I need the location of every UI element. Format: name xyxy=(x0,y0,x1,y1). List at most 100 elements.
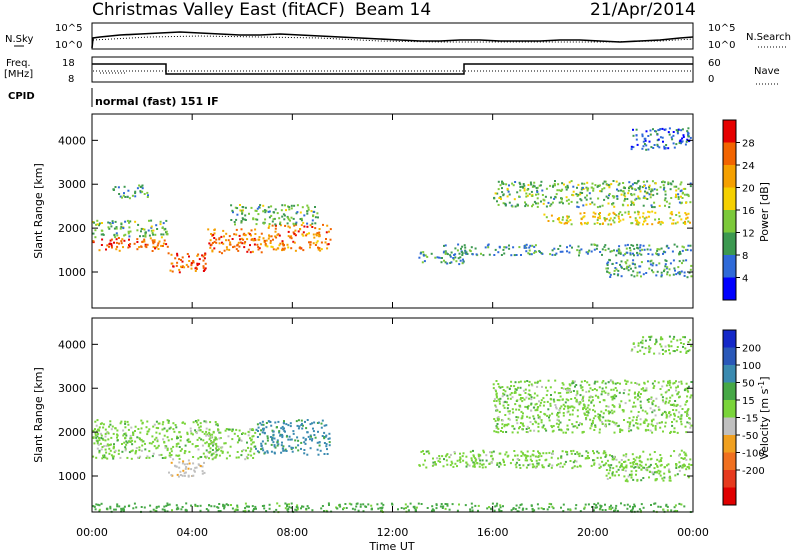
scatter-cell xyxy=(201,444,204,447)
scatter-cell xyxy=(195,268,198,270)
scatter-cell xyxy=(586,194,588,197)
scatter-cell xyxy=(646,469,649,472)
scatter-cell xyxy=(668,471,671,474)
scatter-cell xyxy=(124,426,127,429)
scatter-cell xyxy=(309,434,312,437)
scatter-cell xyxy=(446,504,449,507)
scatter-cell xyxy=(579,422,581,425)
scatter-cell xyxy=(514,403,517,406)
scatter-cell xyxy=(606,264,609,266)
scatter-cell xyxy=(498,245,501,248)
scatter-cell xyxy=(504,453,507,456)
scatter-cell xyxy=(613,273,616,276)
scatter-cell xyxy=(576,400,578,403)
scatter-cell xyxy=(632,252,634,255)
scatter-cell xyxy=(252,217,255,220)
scatter-cell xyxy=(656,188,659,191)
scatter-cell xyxy=(273,217,276,220)
scatter-cell xyxy=(530,398,533,401)
scatter-cell xyxy=(519,386,522,389)
scatter-cell xyxy=(610,504,612,507)
scatter-cell xyxy=(533,392,536,395)
scatter-cell xyxy=(566,184,569,187)
scatter-cell xyxy=(619,466,622,469)
scatter-cell xyxy=(532,406,535,409)
scatter-cell xyxy=(667,344,670,347)
scatter-cell xyxy=(165,430,168,433)
scatter-cell xyxy=(564,405,567,408)
scatter-cell xyxy=(244,509,247,512)
scatter-cell xyxy=(594,215,596,218)
scatter-cell xyxy=(215,238,218,241)
scatter-cell xyxy=(501,191,504,194)
scatter-cell xyxy=(201,472,204,475)
scatter-cell xyxy=(118,249,121,252)
scatter-cell xyxy=(503,425,506,428)
scatter-cell xyxy=(617,189,620,192)
scatter-cell xyxy=(632,201,635,204)
scatter-cell xyxy=(522,183,525,185)
scatter-cell xyxy=(596,219,599,221)
scatter-cell xyxy=(136,187,139,190)
scatter-cell xyxy=(113,227,116,230)
scatter-cell xyxy=(579,193,582,196)
scatter-cell xyxy=(475,458,478,461)
scatter-cell xyxy=(529,181,532,184)
scatter-cell xyxy=(232,211,234,214)
scatter-cell xyxy=(309,241,312,244)
scatter-cell xyxy=(569,460,572,462)
scatter-cell xyxy=(462,459,465,462)
scatter-cell xyxy=(580,248,583,251)
scatter-cell xyxy=(536,205,539,208)
scatter-cell xyxy=(434,256,437,259)
scatter-cell xyxy=(621,465,623,468)
scatter-cell xyxy=(682,246,685,249)
scatter-cell xyxy=(605,405,608,408)
scatter-cell xyxy=(180,265,182,268)
scatter-cell xyxy=(142,235,145,238)
scatter-cell xyxy=(590,400,593,403)
scatter-cell xyxy=(677,193,680,196)
scatter-cell xyxy=(601,421,603,423)
scatter-cell xyxy=(618,249,621,252)
scatter-cell xyxy=(686,466,689,468)
scatter-cell xyxy=(103,445,106,448)
scatter-cell xyxy=(317,430,319,433)
scatter-cell xyxy=(625,262,628,265)
scatter-cell xyxy=(210,440,212,442)
scatter-cell xyxy=(643,389,646,392)
scatter-cell xyxy=(290,502,293,505)
scatter-cell xyxy=(575,460,578,463)
scatter-cell xyxy=(654,343,657,346)
scatter-cell xyxy=(628,264,631,267)
scatter-cell xyxy=(585,251,588,254)
scatter-cell xyxy=(274,235,277,238)
scatter-cell xyxy=(646,425,649,428)
scatter-cell xyxy=(94,432,97,435)
scatter-cell xyxy=(636,382,639,385)
scatter-cell xyxy=(620,459,623,461)
scatter-cell xyxy=(568,383,571,386)
scatter-cell xyxy=(157,242,160,245)
scatter-cell xyxy=(154,233,157,236)
scatter-cell xyxy=(256,243,259,246)
scatter-cell xyxy=(538,417,541,420)
scatter-cell xyxy=(607,393,610,396)
scatter-cell xyxy=(555,406,557,409)
scatter-cell xyxy=(551,453,554,455)
scatter-cell xyxy=(276,212,279,215)
scatter-cell xyxy=(508,418,511,421)
scatter-cell xyxy=(144,233,147,236)
scatter-cell xyxy=(507,397,509,400)
scatter-cell xyxy=(94,434,97,437)
scatter-cell xyxy=(242,233,245,236)
scatter-cell xyxy=(164,446,167,449)
scatter-cell xyxy=(318,444,321,447)
scatter-cell xyxy=(553,182,556,185)
scatter-cell xyxy=(459,452,461,455)
scatter-cell xyxy=(276,444,279,447)
scatter-cell xyxy=(601,423,604,425)
scatter-cell xyxy=(514,388,517,390)
scatter-cell xyxy=(590,186,593,189)
scatter-cell xyxy=(678,395,681,398)
